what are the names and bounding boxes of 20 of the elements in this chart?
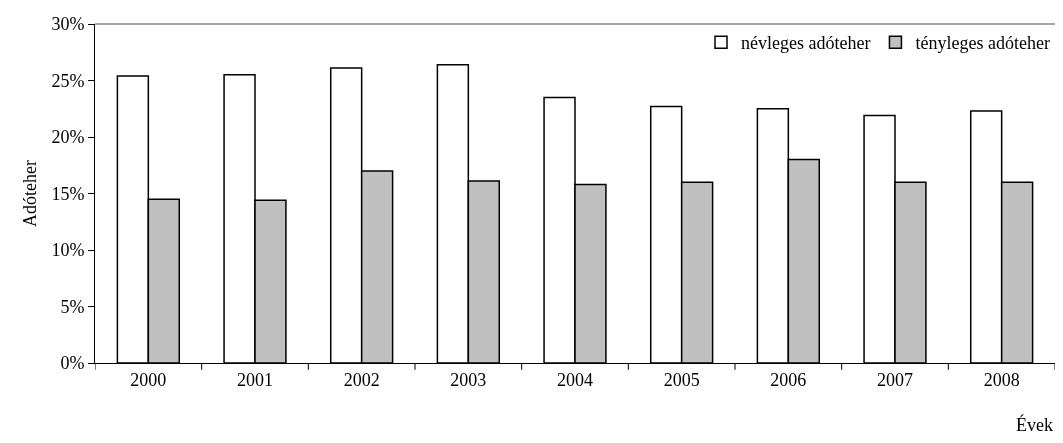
y-tick-label: 5% [60, 296, 85, 317]
legend-label: tényleges adóteher [915, 33, 1050, 54]
x-tick-label: 2005 [663, 369, 700, 390]
x-tick-label: 2006 [770, 369, 807, 390]
y-tick-label: 10% [51, 240, 85, 261]
y-tick-label: 20% [51, 127, 85, 148]
x-tick-label: 2002 [343, 369, 380, 390]
x-tick-label: 2008 [983, 369, 1020, 390]
x-axis-title: Évek [1016, 414, 1053, 435]
y-tick-label: 15% [51, 183, 85, 204]
legend-label: névleges adóteher [741, 33, 871, 54]
x-tick-label: 2001 [237, 369, 273, 390]
y-tick-label: 30% [51, 14, 85, 35]
y-tick-label: 25% [51, 70, 85, 91]
x-tick-label: 2007 [877, 369, 913, 390]
y-tick-label: 0% [60, 353, 85, 374]
y-axis-title: Adóteher [19, 160, 40, 227]
x-tick-label: 2000 [130, 369, 167, 390]
x-tick-label: 2004 [557, 369, 593, 390]
x-tick-label: 2003 [450, 369, 487, 390]
